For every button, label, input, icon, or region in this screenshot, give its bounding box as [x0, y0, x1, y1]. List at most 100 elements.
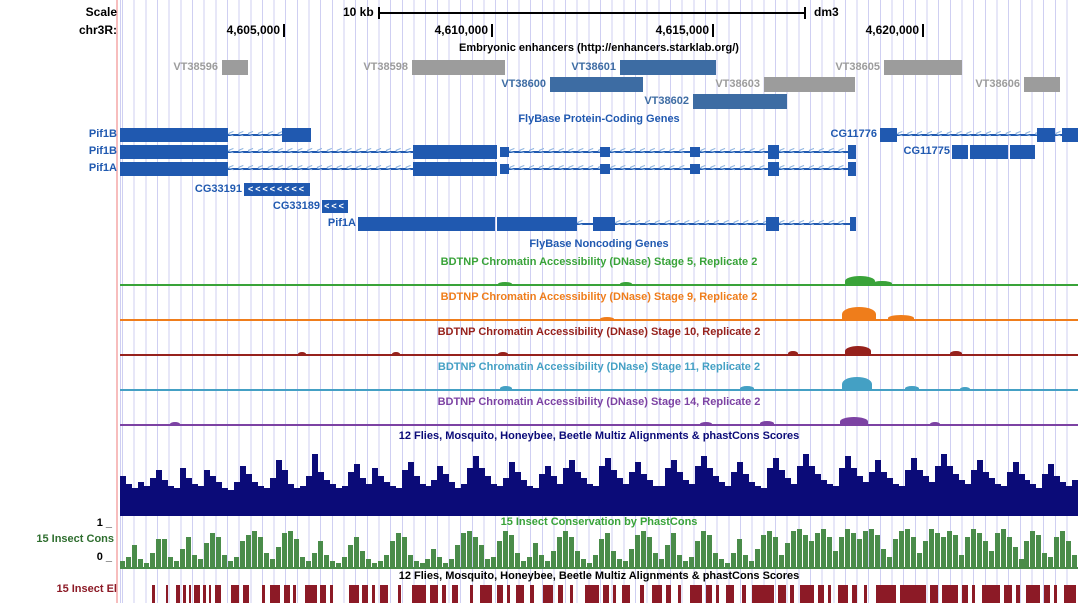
enhancer-box[interactable]	[412, 60, 505, 75]
phastcons-bar	[167, 557, 173, 567]
gene-exon-thin[interactable]	[690, 164, 700, 174]
gene-intron-arrows[interactable]: <<<<<<<<<<<<<<<<<<<<	[228, 145, 413, 159]
gene-exon[interactable]	[768, 145, 779, 159]
phastcons-bar	[922, 541, 928, 567]
dnase-signal-line[interactable]	[120, 354, 1078, 356]
gene-exon[interactable]	[282, 128, 311, 142]
enhancer-box[interactable]	[550, 77, 643, 92]
track-title-dnase-2[interactable]: BDTNP Chromatin Accessibility (DNase) St…	[437, 326, 761, 338]
track-title-dnase-3[interactable]: BDTNP Chromatin Accessibility (DNase) St…	[437, 361, 761, 373]
gene-exon[interactable]	[120, 162, 228, 176]
enhancer-box[interactable]	[693, 94, 787, 109]
track-title-dnase-0[interactable]: BDTNP Chromatin Accessibility (DNase) St…	[440, 256, 758, 268]
gene-exon[interactable]	[413, 145, 497, 159]
gene-exon[interactable]	[358, 217, 495, 231]
dnase-signal-line[interactable]	[120, 389, 1078, 391]
gene-intron-arrows[interactable]: <<<<<<<<<<<<<<<	[897, 128, 1037, 142]
enhancer-box[interactable]	[1024, 77, 1060, 92]
track-title-flybase-noncoding[interactable]: FlyBase Noncoding Genes	[529, 238, 669, 250]
track-title-dnase-1[interactable]: BDTNP Chromatin Accessibility (DNase) St…	[440, 291, 758, 303]
enhancer-box[interactable]	[222, 60, 248, 75]
gene-exon[interactable]	[120, 145, 228, 159]
scale-label: Scale	[85, 5, 117, 19]
gene-intron-arrows[interactable]: <<<<<<<<<<<<<<<<<<<<	[228, 162, 413, 176]
phastcons-bar	[713, 553, 718, 567]
gene-label: CG33189	[272, 200, 320, 212]
label-15-insect-el[interactable]: 15 Insect El	[56, 583, 117, 595]
gene-intron-arrows[interactable]: <<<<<<<<<<<<<<<<	[615, 217, 766, 231]
gene-exon-thin[interactable]	[600, 147, 610, 157]
gene-exon-thin[interactable]	[500, 147, 509, 157]
multiz-bar	[263, 488, 270, 516]
phastcons-bar	[125, 557, 131, 567]
gene-exon[interactable]	[848, 145, 856, 159]
phastcons-bar	[1018, 559, 1024, 567]
multiz-bar	[149, 478, 156, 516]
gene-box-chevrons[interactable]: <<<<<<<<	[244, 183, 310, 196]
multiz-bar	[808, 466, 815, 516]
gene-exon[interactable]	[1062, 128, 1078, 142]
multiz-histogram[interactable]	[120, 450, 1078, 516]
gene-exon[interactable]	[880, 128, 897, 142]
gene-box-chevrons[interactable]: <<<	[322, 200, 348, 213]
gene-exon-thin[interactable]	[600, 164, 610, 174]
gene-exon[interactable]	[120, 128, 228, 142]
multiz-bar	[143, 486, 150, 516]
phastcons-bar	[719, 559, 724, 567]
gene-exon[interactable]	[848, 162, 856, 176]
multiz-bar	[683, 480, 690, 516]
gene-intron-arrows[interactable]: <<<<<<<	[700, 162, 768, 176]
gene-intron-arrows[interactable]: <<<<<<<<<<	[509, 145, 600, 159]
multiz-bar	[922, 476, 929, 516]
gene-intron-arrows[interactable]: <<<<<<<<	[610, 162, 690, 176]
track-title-flybase-coding[interactable]: FlyBase Protein-Coding Genes	[518, 113, 680, 125]
enhancer-box[interactable]	[884, 60, 962, 75]
gene-exon-thin[interactable]	[690, 147, 700, 157]
multiz-bar	[695, 466, 702, 516]
track-title-dnase-4[interactable]: BDTNP Chromatin Accessibility (DNase) St…	[437, 396, 761, 408]
gene-exon[interactable]	[768, 162, 779, 176]
gene-intron-arrows[interactable]: <	[1055, 128, 1062, 142]
gene-exon[interactable]	[850, 217, 856, 231]
multiz-bar	[629, 472, 636, 516]
gene-exon[interactable]	[1037, 128, 1055, 142]
gene-intron-arrows[interactable]: <<<<<<<<	[610, 145, 690, 159]
gene-exon-thin[interactable]	[500, 164, 509, 174]
gene-exon[interactable]	[952, 145, 968, 159]
multiz-bar	[719, 482, 725, 516]
enhancer-box[interactable]	[620, 60, 716, 75]
enhancer-label: VT38605	[835, 61, 880, 73]
gene-intron-arrows[interactable]: <<<<<<<	[779, 145, 848, 159]
element-bar	[320, 585, 326, 603]
multiz-bar	[299, 486, 306, 516]
track-title-multiz[interactable]: 12 Flies, Mosquito, Honeybee, Beetle Mul…	[398, 430, 800, 442]
track-title-elements[interactable]: 12 Flies, Mosquito, Honeybee, Beetle Mul…	[398, 570, 800, 582]
label-15-insect-cons[interactable]: 15 Insect Cons	[36, 533, 114, 545]
dnase-signal-peak	[740, 386, 754, 391]
gene-exon[interactable]	[497, 217, 577, 231]
dnase-signal-line[interactable]	[120, 424, 1078, 426]
gene-intron-arrows[interactable]: <<<<<<<<<<	[509, 162, 600, 176]
multiz-bar	[461, 484, 468, 516]
gene-exon[interactable]	[766, 217, 779, 231]
gene-intron-arrows[interactable]: <<<<<<<	[779, 162, 848, 176]
gene-exon[interactable]	[413, 162, 497, 176]
enhancer-box[interactable]	[764, 77, 855, 92]
gene-exon[interactable]	[1010, 145, 1035, 159]
gene-intron-arrows[interactable]: <	[577, 217, 593, 231]
track-title-phastcons[interactable]: 15 Insect Conservation by PhastCons	[500, 516, 698, 528]
gene-intron-arrows[interactable]: <<<<<<<	[700, 145, 768, 159]
multiz-bar	[1024, 480, 1031, 516]
phastcons-histogram[interactable]	[120, 528, 1078, 568]
gene-intron-arrows[interactable]: <<<<<<<	[779, 217, 850, 231]
elements-track[interactable]	[0, 585, 1078, 603]
dnase-signal-line[interactable]	[120, 319, 1078, 321]
element-bar	[942, 585, 958, 603]
phastcons-bar	[185, 537, 191, 567]
gene-exon[interactable]	[593, 217, 615, 231]
gene-intron-arrows[interactable]: <<<<<<	[228, 128, 282, 142]
gene-exon[interactable]	[970, 145, 1008, 159]
dnase-signal-line[interactable]	[120, 284, 1078, 286]
ruler-tick-mark	[922, 24, 924, 37]
track-title-enhancers[interactable]: Embryonic enhancers (http://enhancers.st…	[459, 42, 739, 54]
